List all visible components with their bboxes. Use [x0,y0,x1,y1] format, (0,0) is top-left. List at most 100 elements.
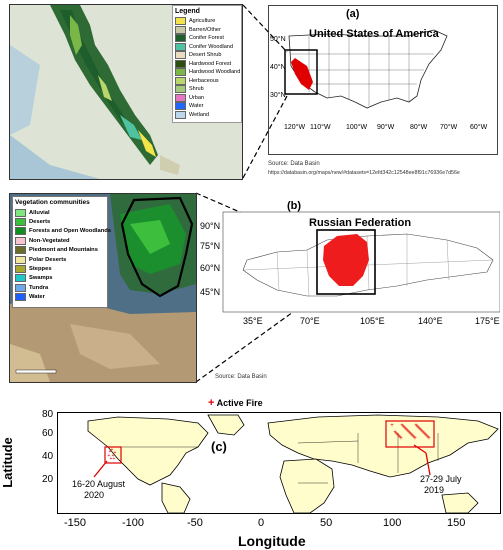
fire-marker: + [110,456,113,462]
fire-marker: + [113,456,116,462]
tick-label: 175°E [475,316,500,326]
russia-inset-map: Russian Federation (b) [197,200,500,365]
tick-label: 45°N [200,287,221,297]
tick-label: -100 [122,517,145,529]
legend-swatch [175,17,186,26]
tick-label: 60 [42,428,54,439]
fire-marker: + [408,431,412,437]
tick-label: 35°E [243,316,263,326]
fire-marker: + [419,428,423,434]
russia-fire-box [385,420,435,448]
legend-item-label: Deserts [29,219,51,226]
legend-item: Deserts [15,217,105,227]
panel-label: (c) [211,439,227,454]
tick-label: 60°W [470,124,488,131]
usa-arrow [93,460,108,478]
legend-swatch [15,283,26,292]
legend-item-label: Swamps [29,275,53,282]
legend-panel-a: Legend Agriculture Barren/Other Conifer Fo… [172,5,242,123]
legend-item-label: Shrub [189,86,204,93]
tick-label: 30°N [270,92,286,99]
fire-marker: + [109,449,112,455]
legend-swatch [15,218,26,227]
legend-item: Shrub [175,85,239,94]
fire-marker: + [414,423,418,429]
fire-marker: + [413,436,417,442]
legend-item-label: Herbaceous [189,77,219,84]
map-title: United States of America [309,28,439,40]
tick-label: 80 [42,409,54,420]
legend-item: Forests and Open Woodlands [15,227,111,236]
legend-swatch [15,246,26,255]
legend-item: Steppes [15,264,105,274]
tick-label: 100°W [346,124,368,131]
fire-marker: + [427,436,431,442]
fire-marker: + [424,433,428,439]
legend-swatch [175,42,186,51]
legend-item: Non-Vegetated [15,236,105,245]
y-axis-label: Latitude [0,437,15,488]
tick-label: 50°N [270,36,286,43]
fire-marker: + [393,430,397,436]
legend-item: Tundra [15,283,105,292]
legend-item-label: Agriculture [189,18,216,25]
legend-item-label: Water [29,294,45,301]
legend-item: Hardwood Forest [175,59,239,69]
legend-item-label: Tundra [29,284,49,291]
map-title: Russian Federation [309,217,412,229]
fire-marker: + [412,435,416,441]
fire-marker: + [406,429,410,435]
fire-marker: + [394,431,398,437]
fire-marker: + [416,425,420,431]
tick-label: 90°W [377,124,395,131]
legend-item-label: Water [189,103,204,110]
usa-inset-map: United States of America (a) [268,5,498,155]
tick-label: 75°N [200,241,221,251]
legend-swatch [175,110,186,119]
fire-marker: + [426,435,430,441]
fire-marker: + [112,453,115,459]
legend-swatch [175,102,186,111]
tick-label: 140°E [418,316,443,326]
legend-item: Conifer Forest [175,34,239,43]
panel-label: (a) [346,8,360,20]
legend-item-label: Wetland [189,111,210,118]
legend-panel-b: Vegetation communities Alluvial Deserts Fo… [12,196,111,308]
tick-label: 50 [320,517,333,529]
legend-item: Barren/Other [175,25,239,35]
legend-item: Herbaceous [175,76,239,86]
legend-swatch [175,51,186,60]
legend-item: Polar Deserts [15,255,105,264]
legend-swatch [15,236,26,245]
legend-item-label: Polar Deserts [29,256,67,263]
legend-item-label: Hardwood Forest [189,60,232,67]
tick-label: 100 [383,517,402,529]
legend-swatch [175,85,186,94]
tick-label: 105°E [360,316,385,326]
legend-swatch [15,274,26,283]
annotation-usa-date: 16-20 August 2020 [72,479,125,501]
tick-label: 70°W [440,124,458,131]
tick-label: 40 [42,451,54,462]
fire-marker: + [420,429,424,435]
russia-arrow [413,444,427,454]
annotation-text: 2019 [424,485,445,495]
fire-marker: + [417,426,421,432]
legend-active-fire: + Active Fire [208,397,263,409]
tick-label: 60°N [200,263,221,273]
fire-marker: + [111,447,114,453]
legend-swatch [15,208,26,217]
annotation-russia-date: 27-29 July 2019 [420,474,462,496]
fire-marker: + [407,430,411,436]
tick-label: 120°W [284,124,306,131]
legend-item: Conifer Woodland [175,42,239,52]
fire-marker: + [415,424,419,430]
legend-item-label: Conifer Woodland [189,43,233,50]
source-text: Source: Data Basin [268,161,320,167]
tick-label: 0 [258,517,265,529]
fire-marker: + [421,430,425,436]
fire-marker: + [405,428,409,434]
legend-item: Wetland [175,110,239,120]
legend-item-label: Urban [189,94,204,101]
fire-marker: + [402,425,406,431]
